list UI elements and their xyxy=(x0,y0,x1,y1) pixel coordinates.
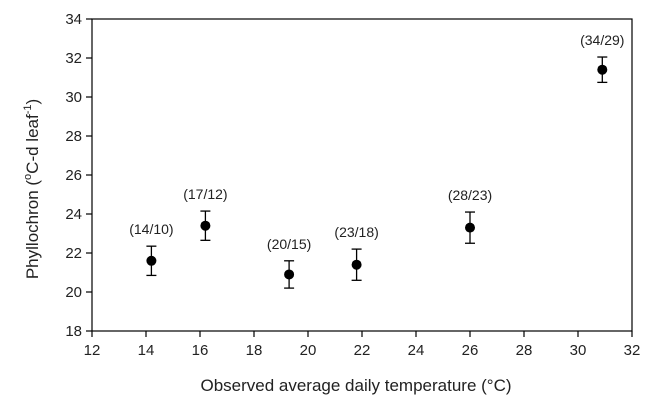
point-label: (14/10) xyxy=(129,221,173,237)
data-point-6: (34/29) xyxy=(580,32,624,84)
x-tick-label-12: 12 xyxy=(84,342,101,359)
x-tick-label-26: 26 xyxy=(462,342,479,359)
y-tick-label-24: 24 xyxy=(65,206,82,223)
data-point-1: (14/10) xyxy=(129,221,174,277)
point-marker xyxy=(351,259,362,270)
y-tick-label-26: 26 xyxy=(65,167,82,184)
y-tick-label-20: 20 xyxy=(65,284,82,301)
y-tick-label-34: 34 xyxy=(65,11,82,28)
x-tick-label-32: 32 xyxy=(624,342,641,359)
x-tick-label-18: 18 xyxy=(246,342,263,359)
point-marker xyxy=(597,64,608,75)
y-axis-title-unit: C-d leaf xyxy=(23,114,42,174)
x-tick-label-20: 20 xyxy=(300,342,317,359)
x-tick-label-30: 30 xyxy=(570,342,587,359)
point-marker xyxy=(146,255,157,266)
point-marker xyxy=(465,222,475,233)
y-axis-title: Phyllochron (oC-d leaf-1) xyxy=(22,99,42,279)
point-label: (17/12) xyxy=(183,186,227,202)
data-point-2: (17/12) xyxy=(183,186,228,241)
data-points: (14/10) (17/12) (20/15) (23/18) (28/23) (34/2… xyxy=(129,32,624,289)
x-tick-label-16: 16 xyxy=(192,342,209,359)
data-point-3: (20/15) xyxy=(267,236,311,289)
point-label: (28/23) xyxy=(448,187,492,203)
y-tick-label-32: 32 xyxy=(65,50,82,67)
y-axis: 18 20 22 24 26 28 30 32 34 xyxy=(65,11,92,340)
x-axis: 12 14 16 18 20 22 24 26 28 30 32 xyxy=(84,331,641,359)
y-tick-label-30: 30 xyxy=(65,89,82,106)
plot-area xyxy=(91,18,633,332)
y-tick-label-18: 18 xyxy=(65,323,82,340)
point-label: (34/29) xyxy=(580,32,624,48)
plot-frame xyxy=(91,18,633,332)
point-marker xyxy=(284,269,295,280)
y-axis-title-end: ) xyxy=(23,99,42,105)
y-axis-title-degree: o xyxy=(22,174,34,180)
x-tick-label-22: 22 xyxy=(354,342,371,359)
y-axis-title-exponent: -1 xyxy=(22,105,34,115)
data-point-4: (23/18) xyxy=(334,224,379,281)
y-axis-title-main: Phyllochron ( xyxy=(23,180,42,280)
point-label: (23/18) xyxy=(334,224,378,240)
point-marker xyxy=(200,220,211,231)
x-axis-title: Observed average daily temperature (°C) xyxy=(200,376,511,395)
point-label: (20/15) xyxy=(267,236,311,252)
data-point-5: (28/23) xyxy=(448,187,492,244)
x-tick-label-24: 24 xyxy=(408,342,425,359)
y-tick-label-28: 28 xyxy=(65,128,82,145)
y-tick-label-22: 22 xyxy=(65,245,82,262)
x-tick-label-14: 14 xyxy=(138,342,155,359)
x-tick-label-28: 28 xyxy=(516,342,533,359)
